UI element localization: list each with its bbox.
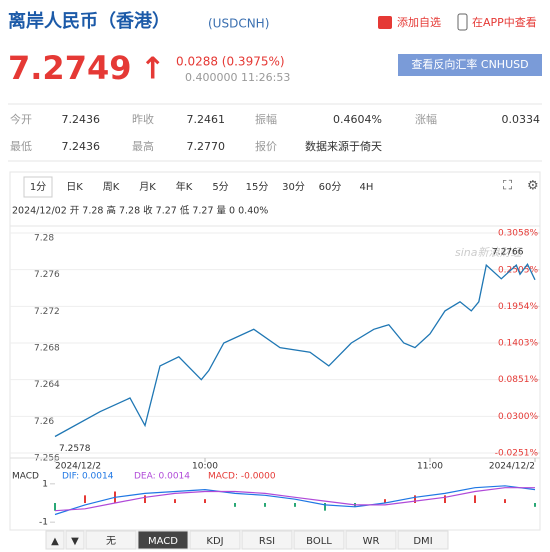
fullscreen-icon[interactable]: ⛶ (502, 179, 513, 194)
stat-value: 0.0334 (502, 113, 541, 126)
stat-label: 最高 (132, 139, 154, 153)
indicator-tab-label[interactable]: MACD (148, 536, 178, 547)
indicator-tab-label[interactable]: WR (363, 536, 380, 547)
stat-label: 振幅 (255, 112, 277, 126)
macd-legend: DIF: 0.0014 (62, 472, 114, 482)
add-icon[interactable] (378, 16, 392, 29)
y2-tick-label: 0.1403% (498, 339, 538, 349)
tab[interactable]: 日K (66, 182, 83, 193)
quote-meta: 0.400000 11:26:53 (185, 71, 290, 84)
title: 离岸人民币（香港） (8, 10, 170, 32)
stat-label: 最低 (10, 140, 32, 153)
x-tick-label: 11:00 (417, 462, 443, 472)
indicator-tab[interactable] (293, 530, 345, 550)
x-tick-label: 2024/12/2 (55, 462, 101, 472)
stat-value: 7.2436 (62, 140, 101, 153)
stat-label: 今开 (10, 112, 32, 126)
macd-tick-label: 1 (42, 479, 48, 489)
tab[interactable]: 月K (139, 181, 156, 193)
reverse-button-label[interactable]: 查看反向汇率 CNHUSD (411, 57, 528, 71)
stat-value: 7.2436 (62, 113, 101, 126)
stat-value: 0.4604% (333, 113, 382, 126)
price: 7.2749 (8, 49, 131, 87)
annotation: 7.2766 (492, 248, 524, 258)
tab-selected[interactable] (23, 176, 53, 198)
indicator-tab[interactable] (65, 530, 85, 550)
open-app[interactable]: 在APP中查看 (472, 15, 537, 29)
indicator-tab[interactable] (137, 530, 189, 550)
annotation: 7.2578 (59, 444, 91, 454)
indicator-tab[interactable] (189, 530, 241, 550)
chart-frame (9, 171, 541, 531)
indicator-tab-label[interactable]: 无 (106, 536, 116, 547)
y-tick-label: 7.276 (34, 270, 60, 280)
y-tick-label: 7.272 (34, 307, 60, 317)
tab[interactable]: 周K (103, 181, 120, 193)
y-tick-label: 7.26 (34, 417, 54, 427)
x-tick-label: 2024/12/2 (489, 462, 535, 472)
indicator-tab-label[interactable]: RSI (259, 536, 275, 547)
y2-tick-label: 0.0300% (498, 412, 538, 422)
macd-tick-label: -1 (39, 518, 48, 528)
indicator-tab[interactable] (345, 530, 397, 550)
y-tick-label: 7.264 (34, 380, 60, 390)
y2-tick-label: 0.3058% (498, 229, 538, 239)
add-watch[interactable]: 添加自选 (397, 15, 441, 29)
x-tick-label: 10:00 (192, 462, 218, 472)
y-tick-label: 7.268 (34, 344, 60, 354)
y2-tick-label: 0.1954% (498, 302, 538, 312)
indicator-tab-label[interactable]: ▼ (71, 536, 79, 547)
macd-title: MACD (12, 472, 39, 482)
indicator-tab[interactable] (241, 530, 293, 550)
tab[interactable]: 4H (360, 182, 374, 193)
macd-legend: DEA: 0.0014 (134, 472, 190, 482)
y2-tick-label: -0.0251% (495, 449, 539, 459)
info-line: 2024/12/02 开 7.28 高 7.28 收 7.27 低 7.27 量… (12, 205, 268, 217)
stat-label: 报价 (255, 139, 277, 153)
indicator-tab-label[interactable]: BOLL (306, 536, 332, 547)
settings-icon[interactable]: ⚙ (527, 179, 539, 194)
tab[interactable]: 30分 (282, 181, 305, 193)
tab[interactable]: 1分 (30, 181, 46, 193)
indicator-tab-label[interactable]: KDJ (206, 536, 223, 547)
tab[interactable]: 60分 (319, 181, 342, 193)
stat-value: 7.2770 (187, 140, 226, 153)
indicator-tab-label[interactable]: DMI (413, 536, 432, 547)
stat-label: 涨幅 (415, 113, 437, 126)
y2-tick-label: 0.0851% (498, 375, 538, 385)
tab[interactable]: 5分 (212, 181, 228, 193)
change: 0.0288 (0.3975%) (176, 55, 285, 69)
code: (USDCNH) (208, 17, 269, 31)
indicator-tab[interactable] (397, 530, 449, 550)
macd-line (54, 487, 535, 512)
arrow: ↑ (140, 52, 165, 87)
stat-value: 7.2461 (187, 113, 226, 126)
indicator-tab-label[interactable]: ▲ (51, 536, 59, 547)
reverse-button[interactable] (398, 54, 542, 76)
macd-line (54, 485, 536, 516)
y-tick-label: 7.28 (34, 234, 54, 244)
stat-value: 数据来源于倚天 (305, 139, 382, 153)
stat-label: 昨收 (132, 112, 154, 126)
indicator-tab[interactable] (45, 530, 65, 550)
watermark: sina新浪财经 (455, 246, 522, 259)
price-line (54, 262, 536, 438)
phone-icon (457, 13, 468, 31)
indicator-tab[interactable] (85, 530, 137, 550)
tab[interactable]: 15分 (246, 181, 269, 193)
macd-legend: MACD: -0.0000 (208, 472, 276, 482)
tab[interactable]: 年K (176, 180, 193, 193)
